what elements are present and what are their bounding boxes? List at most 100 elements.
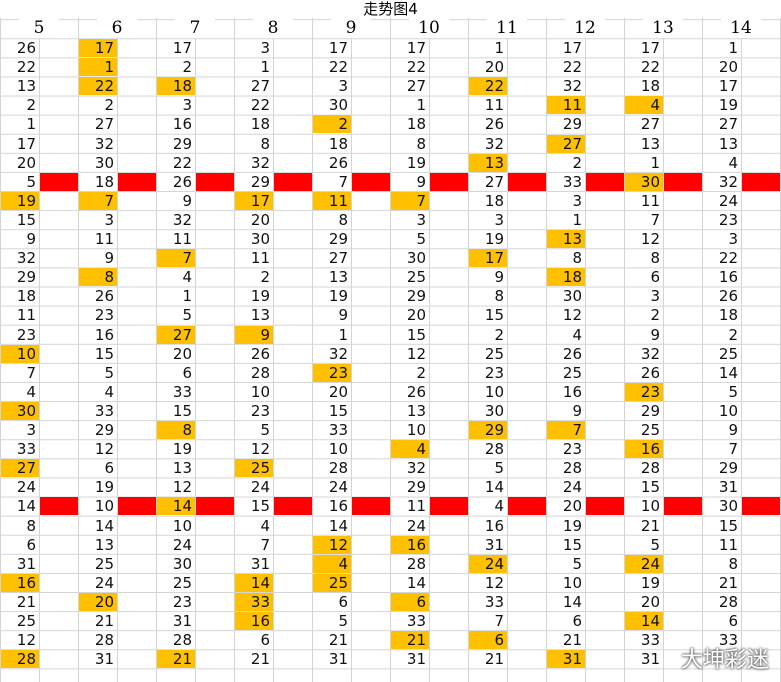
number-cell: 1 [260, 58, 270, 77]
number-cell: 15 [328, 401, 348, 420]
number-cell: 1 [79, 58, 117, 77]
number-cell: 13 [250, 306, 270, 325]
number-cell: 29 [469, 421, 507, 439]
number-cell: 7 [338, 172, 348, 191]
number-cell: 24 [562, 478, 582, 497]
number-cell: 8 [260, 134, 270, 153]
number-cell: 18 [328, 134, 348, 153]
marker-cell [430, 497, 468, 516]
number-cell: 32 [16, 249, 36, 268]
column-header: 11 [487, 18, 527, 38]
number-cell: 33 [718, 631, 738, 650]
number-cell: 2 [313, 115, 351, 134]
number-cell: 20 [484, 58, 504, 77]
number-cell: 14 [328, 516, 348, 535]
number-cell: 28 [1, 650, 39, 669]
number-cell: 19 [718, 96, 738, 115]
number-cell: 24 [328, 478, 348, 497]
number-cell: 5 [338, 612, 348, 630]
number-cell: 16 [391, 535, 429, 554]
number-cell: 24 [94, 573, 114, 592]
number-cell: 15 [484, 306, 504, 325]
number-cell: 12 [250, 440, 270, 459]
number-cell: 16 [328, 497, 348, 516]
number-cell: 11 [484, 96, 504, 115]
marker-cell [274, 497, 312, 516]
number-cell: 2 [728, 325, 738, 344]
number-cell: 16 [94, 325, 114, 344]
number-cell: 14 [562, 592, 582, 611]
number-cell: 5 [104, 363, 114, 382]
number-cell: 2 [572, 153, 582, 172]
number-cell: 10 [484, 382, 504, 401]
number-cell: 6 [26, 535, 36, 554]
number-cell: 33 [562, 172, 582, 191]
number-cell: 7 [260, 535, 270, 554]
number-cell: 31 [718, 478, 738, 497]
number-cell: 2 [416, 363, 426, 382]
number-cell: 7 [79, 191, 117, 210]
number-cell: 29 [406, 478, 426, 497]
number-cell: 20 [640, 592, 660, 611]
number-cell: 4 [260, 516, 270, 535]
number-cell: 13 [469, 153, 507, 172]
column-header: 6 [97, 18, 137, 38]
marker-cell [508, 497, 546, 516]
number-cell: 15 [562, 535, 582, 554]
number-cell: 12 [16, 631, 36, 650]
number-cell: 18 [640, 77, 660, 96]
number-cell: 27 [640, 115, 660, 134]
number-cell: 20 [718, 58, 738, 77]
marker-cell [352, 497, 390, 516]
number-cell: 24 [16, 478, 36, 497]
number-cell: 15 [250, 497, 270, 516]
number-cell: 32 [250, 153, 270, 172]
column-header: 13 [643, 18, 683, 38]
number-cell: 25 [484, 344, 504, 363]
number-cell: 26 [94, 287, 114, 306]
number-cell: 19 [94, 478, 114, 497]
number-cell: 31 [406, 650, 426, 669]
marker-cell [40, 172, 78, 191]
number-cell: 32 [94, 134, 114, 153]
number-cell: 21 [16, 592, 36, 611]
number-cell: 20 [79, 592, 117, 611]
number-cell: 32 [562, 77, 582, 96]
number-cell: 26 [250, 344, 270, 363]
number-cell: 26 [484, 115, 504, 134]
number-cell: 10 [328, 440, 348, 459]
number-cell: 17 [406, 39, 426, 57]
number-cell: 18 [547, 268, 585, 287]
number-cell: 14 [235, 573, 273, 592]
marker-cell [118, 497, 156, 516]
number-cell: 4 [104, 382, 114, 401]
number-cell: 3 [104, 210, 114, 229]
number-cell: 29 [562, 115, 582, 134]
number-cell: 10 [1, 344, 39, 363]
number-cell: 20 [250, 210, 270, 229]
number-cell: 33 [640, 631, 660, 650]
number-cell: 31 [172, 612, 192, 630]
number-cell: 28 [562, 459, 582, 478]
number-cell: 29 [172, 134, 192, 153]
marker-cell [118, 172, 156, 191]
number-cell: 25 [718, 344, 738, 363]
number-cell: 8 [157, 421, 195, 439]
number-cell: 22 [406, 58, 426, 77]
number-cell: 21 [94, 612, 114, 630]
marker-cell [196, 172, 234, 191]
number-cell: 30 [625, 172, 663, 191]
number-cell: 10 [250, 382, 270, 401]
number-cell: 10 [718, 401, 738, 420]
number-cell: 9 [338, 306, 348, 325]
number-cell: 22 [718, 249, 738, 268]
number-cell: 9 [26, 230, 36, 248]
number-cell: 15 [94, 344, 114, 363]
number-cell: 10 [94, 497, 114, 516]
number-cell: 33 [484, 592, 504, 611]
number-cell: 2 [494, 325, 504, 344]
number-cell: 19 [328, 287, 348, 306]
number-cell: 20 [16, 153, 36, 172]
number-cell: 28 [640, 459, 660, 478]
number-cell: 32 [484, 134, 504, 153]
